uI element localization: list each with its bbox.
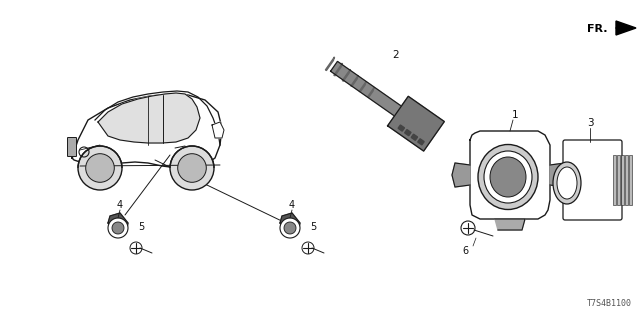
Circle shape xyxy=(170,146,214,190)
Polygon shape xyxy=(72,94,222,168)
Polygon shape xyxy=(331,61,412,123)
Polygon shape xyxy=(388,96,444,151)
Polygon shape xyxy=(418,139,424,145)
Text: 4: 4 xyxy=(117,200,123,210)
Bar xyxy=(621,155,624,205)
Circle shape xyxy=(108,218,128,238)
Circle shape xyxy=(284,222,296,234)
Polygon shape xyxy=(412,134,417,140)
Text: 6: 6 xyxy=(462,246,468,256)
Text: 2: 2 xyxy=(393,50,399,60)
FancyBboxPatch shape xyxy=(67,138,77,156)
Polygon shape xyxy=(212,122,224,138)
Ellipse shape xyxy=(478,145,538,210)
Circle shape xyxy=(130,242,142,254)
Polygon shape xyxy=(108,213,128,236)
Circle shape xyxy=(461,221,475,235)
Bar xyxy=(613,155,616,205)
Text: FR.: FR. xyxy=(588,24,608,34)
FancyBboxPatch shape xyxy=(563,140,622,220)
Polygon shape xyxy=(495,219,525,230)
Polygon shape xyxy=(98,93,200,143)
Text: 5: 5 xyxy=(310,222,316,232)
Ellipse shape xyxy=(557,167,577,199)
Polygon shape xyxy=(550,163,568,187)
Polygon shape xyxy=(452,163,470,187)
Circle shape xyxy=(86,154,115,182)
Text: 4: 4 xyxy=(289,200,295,210)
Polygon shape xyxy=(351,75,358,86)
Circle shape xyxy=(78,146,122,190)
Bar xyxy=(617,155,620,205)
Polygon shape xyxy=(368,88,374,97)
Polygon shape xyxy=(342,69,350,81)
Ellipse shape xyxy=(490,157,526,197)
Polygon shape xyxy=(404,130,411,136)
Text: 1: 1 xyxy=(512,110,518,120)
Polygon shape xyxy=(334,63,342,76)
Polygon shape xyxy=(398,125,404,131)
Polygon shape xyxy=(616,21,636,35)
Circle shape xyxy=(280,218,300,238)
Bar xyxy=(625,155,628,205)
Bar xyxy=(629,155,632,205)
Text: 3: 3 xyxy=(587,118,593,128)
Circle shape xyxy=(112,222,124,234)
Text: 5: 5 xyxy=(138,222,144,232)
Ellipse shape xyxy=(553,162,581,204)
Polygon shape xyxy=(359,82,366,92)
Circle shape xyxy=(178,154,206,182)
Circle shape xyxy=(302,242,314,254)
Ellipse shape xyxy=(484,151,532,203)
Polygon shape xyxy=(325,57,335,70)
Text: T7S4B1100: T7S4B1100 xyxy=(587,299,632,308)
Polygon shape xyxy=(280,213,300,236)
Polygon shape xyxy=(470,131,550,219)
